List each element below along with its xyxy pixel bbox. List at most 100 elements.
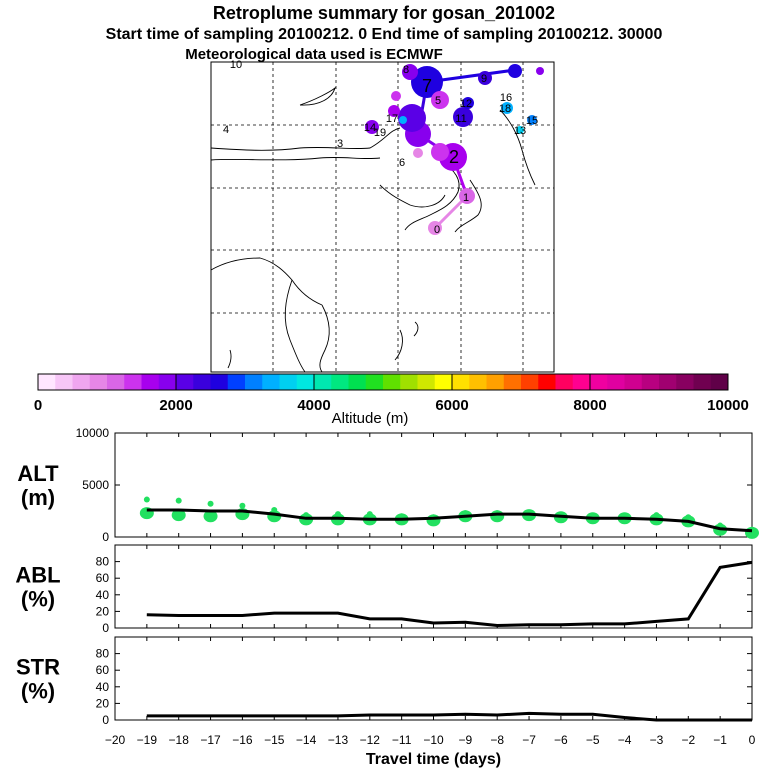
- colorbar-cell: [210, 374, 229, 390]
- y-axis-label: (%): [21, 587, 55, 612]
- colorbar-cell: [38, 374, 56, 390]
- altitude-colorbar: 0 2000 4000 6000 8000 10000 Altitude (m): [34, 373, 749, 427]
- altitude-blob-upper: [207, 500, 214, 507]
- colorbar-cell: [124, 374, 142, 390]
- panel-str: 0 20 40 60 80 STR(%): [16, 636, 753, 727]
- x-tick-label: −10: [423, 733, 444, 747]
- x-tick-label: −1: [713, 733, 727, 747]
- colorbar-cell: [434, 374, 453, 390]
- altitude-blob-upper: [239, 502, 246, 509]
- colorbar-cell: [693, 374, 712, 390]
- x-tick-label: −13: [328, 733, 349, 747]
- colorbar-cell: [469, 374, 487, 390]
- x-tick-label: −6: [554, 733, 568, 747]
- colorbar-cell: [279, 374, 298, 390]
- altitude-blob: [203, 510, 218, 523]
- x-tick-label: −2: [681, 733, 695, 747]
- panel-abl: 0 20 40 60 80 ABL(%): [15, 544, 753, 635]
- colorbar-cell: [331, 374, 349, 390]
- y-tick-label: 20: [96, 696, 110, 710]
- x-tick-label: −15: [264, 733, 285, 747]
- x-tick-label: −12: [360, 733, 381, 747]
- colorbar-cell: [417, 374, 436, 390]
- colorbar-cell: [72, 374, 91, 390]
- sampling-period: Start time of sampling 20100212. 0 End t…: [105, 26, 663, 43]
- x-tick-label: −20: [105, 733, 126, 747]
- colorbar-cell: [590, 374, 608, 390]
- y-tick-label: 5000: [82, 478, 109, 492]
- x-axis-label: Travel time (days): [366, 751, 501, 768]
- x-tick-label: −3: [650, 733, 664, 747]
- y-axis-label: (m): [21, 485, 55, 510]
- chart-title: Retroplume summary for gosan_201002: [212, 3, 556, 23]
- y-tick-label: 60: [96, 571, 110, 585]
- x-tick-label: −4: [618, 733, 632, 747]
- colorbar-tick-label: 2000: [159, 397, 192, 414]
- y-tick-label: 0: [102, 621, 109, 635]
- x-tick-label: −7: [522, 733, 536, 747]
- colorbar-cell: [641, 374, 660, 390]
- altitude-blob: [171, 509, 186, 522]
- colorbar-cell: [503, 374, 522, 390]
- y-tick-label: 40: [96, 588, 110, 602]
- colorbar-cell: [89, 374, 108, 390]
- colorbar-cell: [676, 374, 694, 390]
- x-tick-label: −9: [459, 733, 473, 747]
- colorbar-cell: [348, 374, 367, 390]
- altitude-blob-upper: [334, 511, 341, 518]
- y-axis-label: STR: [16, 655, 60, 680]
- met-data-note: Meteorological data used is ECMWF: [185, 46, 443, 63]
- series-line-abl: [146, 560, 753, 628]
- x-tick-label: −17: [200, 733, 221, 747]
- altitude-blob-upper: [685, 514, 692, 521]
- x-tick-label: −16: [232, 733, 253, 747]
- colorbar-cell: [710, 374, 729, 390]
- colorbar-cell: [521, 374, 539, 390]
- altitude-blob-upper: [175, 497, 182, 504]
- y-tick-label: 60: [96, 663, 110, 677]
- x-tick-label: −14: [296, 733, 317, 747]
- colorbar-cell: [55, 374, 73, 390]
- colorbar-tick-label: 4000: [297, 397, 330, 414]
- y-tick-label: 20: [96, 604, 110, 618]
- y-tick-label: 10000: [76, 426, 110, 440]
- panel-frame: [114, 636, 753, 721]
- colorbar-cell: [141, 374, 160, 390]
- colorbar-cell: [572, 374, 591, 390]
- x-tick-label: −18: [169, 733, 190, 747]
- colorbar-cell: [555, 374, 574, 390]
- colorbar-cell: [400, 374, 418, 390]
- colorbar-tick-label: 8000: [573, 397, 606, 414]
- colorbar-tick-label: 6000: [435, 397, 468, 414]
- y-tick-label: 80: [96, 647, 110, 661]
- colorbar-cell: [365, 374, 384, 390]
- y-axis-label: ABL: [15, 563, 60, 588]
- x-tick-label: −19: [137, 733, 158, 747]
- y-tick-label: 0: [102, 530, 109, 544]
- colorbar-cell: [624, 374, 643, 390]
- colorbar-cell: [262, 374, 280, 390]
- colorbar-cell: [193, 374, 211, 390]
- y-tick-label: 80: [96, 555, 110, 569]
- colorbar-label: Altitude (m): [332, 410, 409, 427]
- colorbar-cell: [158, 374, 177, 390]
- panel-alt: 0 5000 10000 ALT(m): [17, 426, 759, 544]
- colorbar-cell: [607, 374, 625, 390]
- colorbar-cell: [107, 374, 125, 390]
- colorbar-tick-label: 0: [34, 397, 42, 414]
- y-axis-label: ALT: [17, 461, 59, 486]
- colorbar-cell: [452, 374, 470, 390]
- series-line-alt: [146, 508, 753, 533]
- colorbar-cell: [176, 374, 194, 390]
- altitude-blob-upper: [653, 512, 660, 519]
- x-tick-label: −5: [586, 733, 600, 747]
- colorbar-cell: [314, 374, 332, 390]
- colorbar-cell: [659, 374, 677, 390]
- y-tick-label: 40: [96, 680, 110, 694]
- colorbar-tick-label: 10000: [707, 397, 749, 414]
- colorbar-cell: [538, 374, 556, 390]
- altitude-blob-upper: [271, 506, 278, 513]
- series-line-str: [146, 711, 752, 722]
- altitude-blob-upper: [462, 510, 469, 517]
